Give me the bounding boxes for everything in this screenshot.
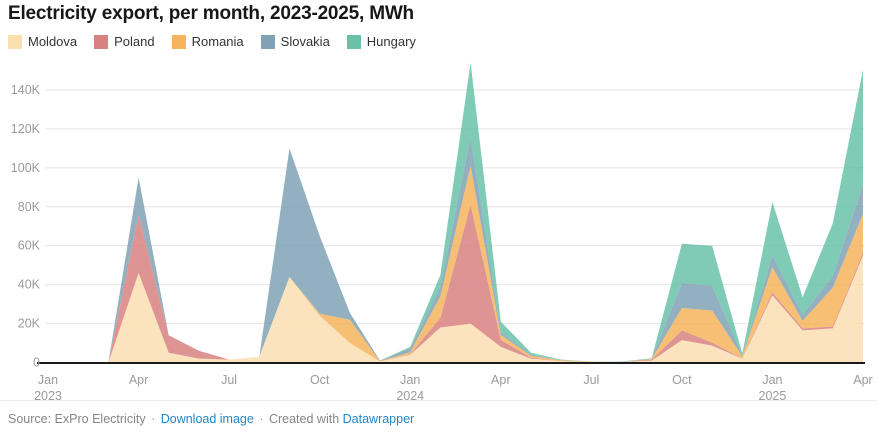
legend-label-hungary: Hungary <box>366 34 416 49</box>
legend-item-romania: Romania <box>171 34 244 49</box>
area-moldova <box>48 255 863 363</box>
y-axis-label-40K: 40K <box>18 278 41 292</box>
x-axis-label: Jul <box>583 373 599 387</box>
x-axis-label: Oct <box>310 373 330 387</box>
legend-swatch-slovakia <box>260 34 275 49</box>
x-axis-label: Jul <box>221 373 237 387</box>
separator-dot: · <box>259 412 264 426</box>
source-name: ExPro Electricity <box>54 412 146 426</box>
x-axis-label: Jan <box>762 373 782 387</box>
legend-swatch-hungary <box>346 34 361 49</box>
legend-label-slovakia: Slovakia <box>280 34 330 49</box>
legend-label-moldova: Moldova <box>28 34 78 49</box>
x-axis-label: Apr <box>491 373 510 387</box>
created-with-label: Created with <box>268 412 340 426</box>
y-axis-label-0: 0 <box>33 356 40 370</box>
x-axis-year-label: 2023 <box>34 389 62 403</box>
legend-label-romania: Romania <box>191 34 244 49</box>
legend-item-moldova: Moldova <box>8 34 77 49</box>
source-label: Source: <box>8 412 52 426</box>
y-axis-label-60K: 60K <box>18 239 41 253</box>
x-axis-label: Oct <box>672 373 692 387</box>
legend-swatch-moldova <box>8 34 22 49</box>
legend-swatch-poland <box>94 34 109 49</box>
x-axis-label: Jan <box>38 373 58 387</box>
x-axis-label: Apr <box>853 373 872 387</box>
footer: Source: ExPro Electricity · Download ima… <box>0 400 877 426</box>
legend-item-hungary: Hungary <box>346 34 416 49</box>
x-axis-label: Jan <box>400 373 420 387</box>
x-axis-label: Apr <box>129 373 148 387</box>
y-axis-label-20K: 20K <box>18 317 41 331</box>
y-axis-label-80K: 80K <box>18 200 41 214</box>
legend: Moldova Poland Romania Slovakia Hungary <box>8 34 416 49</box>
legend-item-poland: Poland <box>94 34 155 49</box>
area-poland <box>48 204 863 363</box>
legend-label-poland: Poland <box>114 34 155 49</box>
legend-item-slovakia: Slovakia <box>260 34 330 49</box>
legend-swatch-romania <box>171 34 186 49</box>
y-axis-label-100K: 100K <box>11 161 41 175</box>
download-image-link[interactable]: Download image <box>160 412 254 426</box>
datawrapper-link[interactable]: Datawrapper <box>342 412 415 426</box>
separator-dot: · <box>151 412 156 426</box>
x-axis-year-label: 2024 <box>396 389 424 403</box>
y-axis-label-120K: 120K <box>11 122 41 136</box>
y-axis-label-140K: 140K <box>11 83 41 97</box>
chart-title: Electricity export, per month, 2023-2025… <box>8 3 414 24</box>
x-axis-year-label: 2025 <box>759 389 787 403</box>
